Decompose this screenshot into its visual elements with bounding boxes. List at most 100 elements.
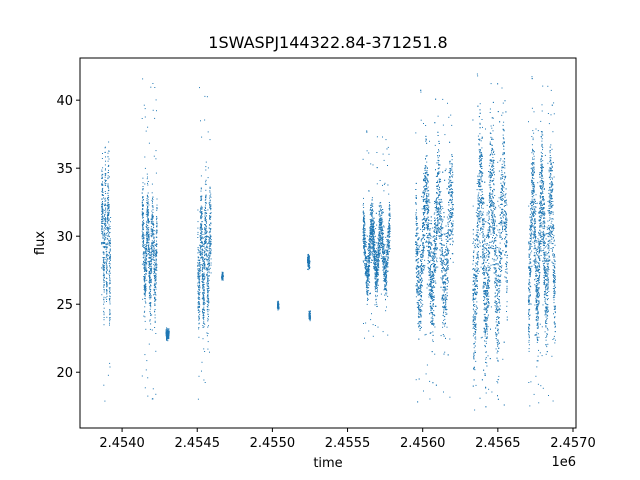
data-point — [386, 240, 388, 242]
data-point — [203, 300, 205, 302]
data-point — [102, 236, 104, 238]
data-point — [144, 116, 146, 118]
data-point — [107, 197, 108, 199]
data-point — [198, 306, 200, 308]
data-point — [142, 188, 144, 190]
data-point — [367, 273, 369, 275]
data-point — [363, 225, 365, 227]
data-point — [152, 225, 154, 227]
data-point — [202, 322, 204, 324]
data-point — [154, 249, 156, 251]
data-point — [387, 256, 389, 258]
data-point — [109, 249, 111, 251]
data-point — [384, 250, 385, 252]
data-point — [202, 301, 204, 303]
data-point — [203, 314, 204, 316]
data-point — [365, 265, 367, 267]
data-point — [308, 265, 310, 267]
data-point — [309, 319, 311, 321]
data-point — [153, 250, 155, 252]
data-point — [370, 233, 372, 234]
data-point — [104, 191, 106, 192]
data-point — [105, 156, 106, 158]
data-point — [208, 278, 209, 280]
data-point — [104, 219, 106, 221]
data-point — [367, 291, 369, 293]
data-point — [382, 269, 384, 271]
data-point — [201, 274, 203, 275]
data-point — [208, 241, 210, 243]
data-point — [105, 183, 107, 184]
data-point — [307, 256, 308, 258]
data-point — [145, 328, 147, 330]
data-point — [382, 153, 384, 155]
data-point — [102, 251, 104, 253]
data-point — [107, 160, 109, 162]
data-point — [102, 257, 104, 258]
data-point — [101, 202, 103, 204]
data-point — [101, 198, 103, 200]
data-point — [369, 219, 371, 220]
data-point — [384, 284, 386, 286]
data-point — [153, 230, 155, 232]
data-point — [144, 298, 146, 300]
data-point — [156, 209, 158, 211]
data-point — [373, 237, 375, 239]
data-point — [151, 183, 153, 185]
data-point — [206, 285, 208, 287]
data-point — [378, 251, 380, 253]
data-point — [368, 274, 369, 276]
data-point — [384, 244, 386, 246]
data-point — [205, 221, 207, 223]
data-point — [147, 242, 149, 244]
data-point — [204, 228, 205, 230]
data-point — [376, 260, 378, 262]
data-point — [144, 108, 146, 110]
data-point — [201, 271, 203, 272]
data-point — [210, 196, 212, 198]
data-point — [383, 273, 385, 275]
data-point — [372, 226, 374, 228]
data-point — [141, 213, 143, 215]
data-point — [146, 220, 148, 222]
data-point — [151, 262, 153, 264]
data-point — [277, 309, 279, 311]
data-point — [145, 130, 147, 132]
data-point — [199, 263, 200, 265]
data-point — [148, 245, 149, 247]
data-point — [207, 304, 209, 306]
data-point — [109, 319, 111, 321]
data-point — [105, 254, 107, 256]
data-point — [381, 214, 383, 216]
data-point — [148, 248, 150, 250]
data-point — [364, 224, 366, 226]
data-point — [155, 294, 157, 296]
data-point — [198, 311, 200, 313]
data-point — [209, 218, 211, 220]
data-point — [197, 209, 199, 211]
data-point — [368, 258, 370, 260]
data-point — [104, 197, 106, 199]
data-point — [108, 224, 110, 226]
data-point — [107, 217, 108, 219]
data-point — [381, 256, 383, 257]
data-point — [382, 260, 384, 262]
data-point — [209, 251, 211, 252]
data-point — [105, 256, 107, 258]
data-point — [108, 283, 110, 285]
data-point — [198, 309, 200, 311]
data-point — [143, 262, 145, 263]
data-point — [150, 302, 152, 304]
data-point — [102, 262, 104, 264]
data-point — [108, 207, 109, 209]
data-point — [142, 205, 143, 207]
data-point — [146, 223, 147, 225]
data-point — [208, 262, 210, 264]
data-point — [142, 246, 144, 247]
data-point — [207, 294, 209, 295]
data-point — [103, 312, 105, 314]
data-point — [102, 218, 104, 220]
data-point — [203, 379, 205, 381]
data-point — [151, 271, 153, 273]
data-point — [309, 314, 311, 315]
